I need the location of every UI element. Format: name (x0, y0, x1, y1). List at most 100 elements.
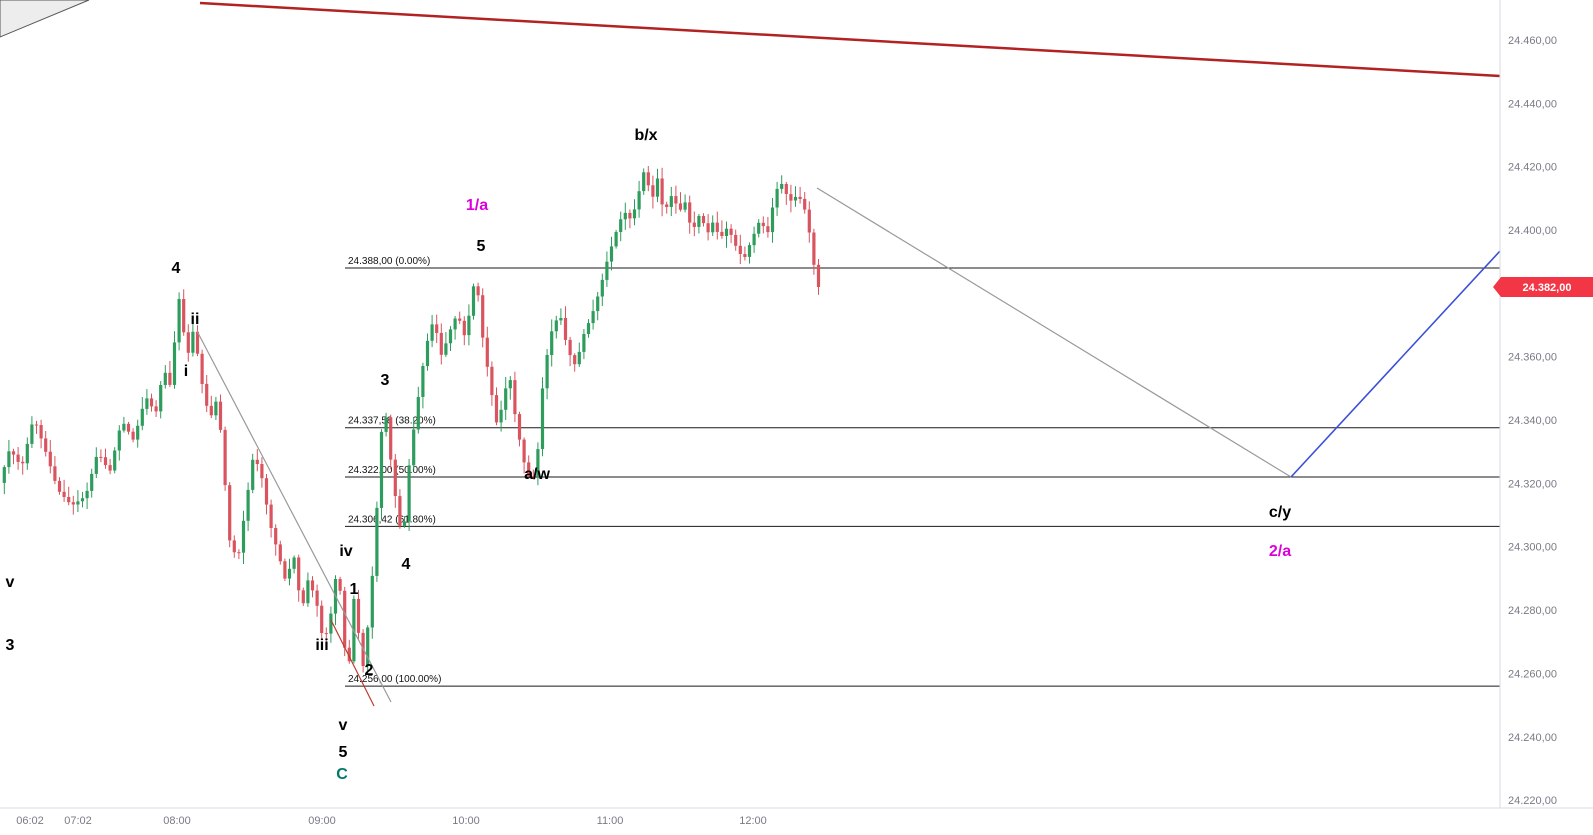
price-axis[interactable]: 24.460,00 24.440,00 24.420,00 24.400,00 24.3… (1499, 0, 1557, 808)
fib-retracement[interactable]: 24.388,00 (0.00%)24.337,58 (38.20%)24.32… (345, 256, 1500, 687)
wave-label-2[interactable]: 2 (365, 662, 374, 679)
wave-label-a-w[interactable]: a/w (524, 466, 550, 483)
candle-body (711, 222, 715, 233)
candle-body (136, 425, 140, 440)
candle-body (195, 331, 200, 354)
candle-body (90, 473, 94, 491)
candle-body (701, 216, 706, 224)
current-price-badge: 24.382,00 (1493, 276, 1593, 297)
wave-label-v[interactable]: v (339, 717, 348, 734)
projection-advance-line[interactable] (1290, 250, 1501, 478)
wave-label-3[interactable]: 3 (6, 637, 15, 654)
candle-body (692, 222, 696, 227)
candle-body (642, 172, 646, 192)
candle-body (297, 557, 301, 591)
candle-body (329, 613, 333, 634)
price-axis-label: 24.440,00 (1508, 98, 1557, 110)
candle-body (678, 203, 683, 210)
candle-body (214, 401, 218, 416)
candle-body (775, 188, 779, 208)
candle-body (683, 202, 687, 210)
candle-body (724, 228, 729, 236)
candle-body (439, 332, 443, 355)
candle-body (444, 343, 448, 355)
candle-body (246, 489, 250, 521)
wave-label-2-a[interactable]: 2/a (1269, 543, 1291, 560)
lower-red-trendline[interactable] (330, 619, 375, 707)
time-axis-label: 07:02 (64, 815, 92, 827)
candle-body (71, 502, 75, 505)
candle-body (697, 216, 701, 227)
candle-body (531, 476, 535, 478)
resistance-trendline[interactable] (199, 1, 1501, 78)
wave-label-v[interactable]: v (6, 574, 15, 591)
candle-body (430, 324, 434, 341)
fib-label: 24.256,00 (100.00%) (348, 674, 441, 685)
candle-body (145, 398, 149, 409)
wave-label-C[interactable]: C (336, 766, 348, 783)
current-price-label: 24.382,00 (1523, 282, 1572, 294)
candle-body (660, 178, 664, 205)
wave-label-5[interactable]: 5 (477, 238, 486, 255)
candle-body (269, 504, 273, 528)
candle-body (260, 464, 264, 479)
candle-body (421, 366, 425, 397)
trend-lines[interactable] (196, 1, 1501, 707)
candle-body (734, 234, 738, 246)
wave-label-ii[interactable]: ii (191, 311, 200, 328)
candle-body (34, 424, 39, 426)
candle-body (57, 480, 62, 492)
price-axis-label: 24.360,00 (1508, 352, 1557, 364)
candle-body (757, 222, 761, 234)
candle-body (338, 579, 342, 591)
corner-drawing[interactable] (0, 0, 90, 38)
wave-label-iv[interactable]: iv (339, 543, 352, 560)
candle-body (563, 318, 568, 340)
candle-body (807, 209, 811, 233)
candle-body (237, 552, 241, 554)
wave-label-i[interactable]: i (184, 363, 188, 380)
candle-body (306, 580, 310, 604)
candle-body (743, 254, 747, 257)
wave-label-b-x[interactable]: b/x (634, 127, 657, 144)
wave-label-4[interactable]: 4 (172, 260, 181, 277)
candle-body (412, 429, 416, 466)
candle-body (393, 459, 397, 496)
fib-label: 24.306,42 (61.80%) (348, 514, 436, 525)
wave-label-c-y[interactable]: c/y (1269, 504, 1291, 521)
candle-body (16, 454, 20, 462)
candle-body (770, 207, 775, 233)
wave-label-1[interactable]: 1 (350, 581, 359, 598)
candle-body (320, 605, 324, 633)
candle-body (241, 520, 246, 553)
candle-body (752, 233, 756, 246)
fib-label: 24.388,00 (0.00%) (348, 256, 430, 267)
wave-label-iii[interactable]: iii (315, 637, 328, 654)
wave-label-3[interactable]: 3 (381, 372, 390, 389)
candle-body (53, 466, 57, 481)
candle-body (485, 337, 489, 367)
candle-body (274, 528, 278, 545)
fib-label: 24.322,00 (50.00%) (348, 465, 436, 476)
candle-body (508, 380, 512, 389)
candle-body (80, 498, 85, 502)
wave-label-4[interactable]: 4 (402, 556, 411, 573)
candle-body (283, 561, 287, 579)
corner-triangle[interactable] (0, 0, 90, 38)
wave-label-1-a[interactable]: 1/a (466, 197, 488, 214)
candle-body (448, 329, 453, 344)
price-axis-label: 24.320,00 (1508, 478, 1557, 490)
candle-body (591, 311, 595, 324)
wave-ii-channel-line[interactable] (196, 330, 392, 703)
candle-body (513, 380, 517, 415)
candle-body (292, 557, 296, 569)
time-axis[interactable]: 06:02 07:02 08:00 09:00 10:00 11:00 12:00 (0, 807, 1593, 827)
wave-label-5[interactable]: 5 (339, 744, 348, 761)
projection-decline-line[interactable] (816, 187, 1292, 478)
candle-body (747, 245, 752, 257)
candle-body (25, 443, 29, 464)
candle-body (149, 398, 154, 407)
time-axis-label: 10:00 (452, 815, 480, 827)
